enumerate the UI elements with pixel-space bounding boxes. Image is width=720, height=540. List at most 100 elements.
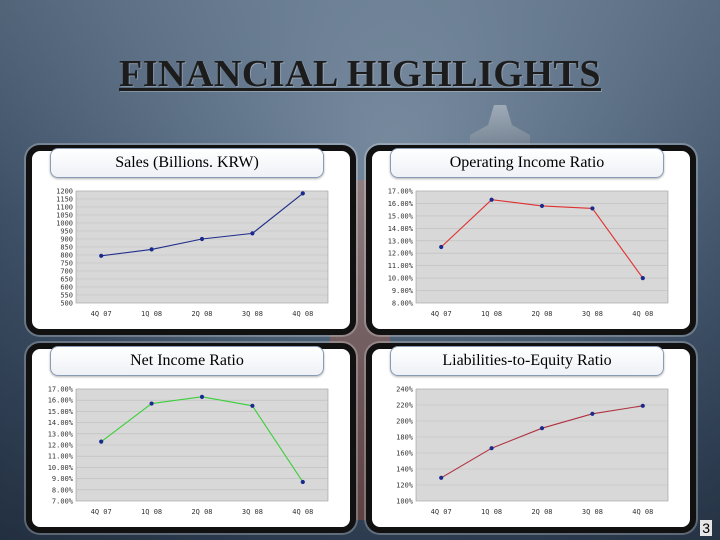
y-tick-label: 1000: [56, 220, 73, 228]
y-tick-label: 15.00%: [388, 212, 414, 220]
data-point: [199, 236, 205, 242]
y-tick-label: 1100: [56, 204, 73, 212]
x-tick-label: 3Q 08: [242, 310, 263, 318]
y-tick-label: 17.00%: [48, 386, 74, 394]
y-tick-label: 750: [60, 260, 73, 268]
y-tick-label: 8.00%: [52, 486, 74, 494]
data-point: [149, 401, 154, 406]
y-tick-label: 13.00%: [388, 237, 414, 245]
y-tick-label: 14.00%: [388, 225, 414, 233]
chart-panel-liabilities-equity: Liabilities-to-Equity Ratio 240% 220% 200%…: [366, 343, 696, 533]
chart-panel-operating-income: Operating Income Ratio 17.00% 16.00% 15.00…: [366, 145, 696, 335]
data-point: [439, 475, 444, 480]
y-tick-label: 10.00%: [48, 464, 74, 472]
data-point: [590, 206, 595, 211]
x-tick-label: 1Q 08: [481, 310, 502, 318]
y-tick-label: 650: [60, 276, 73, 284]
x-tick-label: 4Q 08: [632, 508, 653, 516]
y-tick-label: 14.00%: [48, 419, 74, 427]
y-tick-label: 950: [60, 228, 73, 236]
chart-panel-net-income: Net Income Ratio 17.00% 16.00% 15.00% 14.00…: [26, 343, 356, 533]
x-tick-label: 3Q 08: [582, 310, 603, 318]
y-tick-label: 15.00%: [48, 408, 74, 416]
x-tick-label: 2Q 08: [531, 508, 552, 516]
y-tick-label: 9.00%: [392, 287, 414, 295]
y-tick-label: 7.00%: [52, 498, 74, 506]
chart-title: Liabilities-to-Equity Ratio: [390, 346, 664, 376]
chart-panel-sales: Sales (Billions. KRW) 1200 1150 1100 1050 10…: [26, 145, 356, 335]
y-tick-label: 900: [60, 236, 73, 244]
y-tick-label: 240%: [396, 386, 414, 394]
x-tick-label: 4Q 08: [292, 310, 313, 318]
x-tick-label: 3Q 08: [242, 508, 263, 516]
y-tick-label: 10.00%: [388, 275, 414, 283]
y-tick-label: 1050: [56, 212, 73, 220]
plot-area: [415, 388, 669, 502]
page-title: FINANCIAL HIGHLIGHTS: [119, 53, 601, 95]
x-tick-label: 4Q 07: [431, 508, 452, 516]
data-point: [300, 191, 305, 196]
y-tick-label: 1200: [56, 188, 73, 196]
y-tick-label: 500: [60, 300, 73, 308]
chart-title: Operating Income Ratio: [390, 148, 664, 178]
y-tick-label: 600: [60, 284, 73, 292]
data-point: [99, 253, 104, 258]
data-point: [99, 439, 104, 444]
y-tick-label: 16.00%: [48, 397, 74, 405]
data-point: [640, 276, 645, 281]
data-point: [489, 446, 494, 451]
y-tick-label: 700: [60, 268, 73, 276]
x-tick-label: 2Q 08: [531, 310, 552, 318]
y-tick-label: 160%: [396, 450, 414, 458]
data-point: [489, 197, 494, 202]
plot-area: [415, 190, 669, 304]
y-tick-label: 200%: [396, 418, 414, 426]
y-tick-label: 550: [60, 292, 73, 300]
liabilities-to-equity-chart: 240% 220% 200% 180% 160% 140% 120% 100% 4Q 07 1Q …: [396, 386, 669, 516]
x-tick-label: 3Q 08: [582, 508, 603, 516]
y-tick-label: 140%: [396, 466, 414, 474]
data-point: [199, 394, 205, 399]
chart-title: Sales (Billions. KRW): [50, 148, 324, 178]
y-tick-label: 800: [60, 252, 73, 260]
y-tick-label: 120%: [396, 482, 414, 490]
y-tick-label: 11.00%: [388, 262, 414, 270]
x-tick-label: 1Q 08: [481, 508, 502, 516]
x-tick-label: 4Q 08: [292, 508, 313, 516]
y-tick-label: 100%: [396, 498, 414, 506]
y-tick-label: 9.00%: [52, 475, 74, 483]
y-tick-label: 16.00%: [388, 200, 414, 208]
y-tick-label: 13.00%: [48, 430, 74, 438]
y-tick-label: 1150: [56, 196, 73, 204]
x-tick-label: 2Q 08: [191, 310, 212, 318]
data-point: [149, 247, 154, 252]
operating-income-chart: 17.00% 16.00% 15.00% 14.00% 13.00% 12.00% 11.0…: [388, 188, 669, 318]
net-income-chart: 17.00% 16.00% 15.00% 14.00% 13.00% 12.00% 11.0…: [48, 386, 329, 516]
sales-chart: 1200115011001050100095090085080075070065…: [56, 188, 329, 318]
y-tick-label: 8.00%: [392, 300, 414, 308]
x-tick-label: 4Q 07: [91, 310, 112, 318]
y-tick-label: 220%: [396, 402, 414, 410]
data-point: [640, 403, 645, 408]
x-tick-label: 4Q 07: [91, 508, 112, 516]
data-point: [539, 203, 545, 209]
y-tick-label: 12.00%: [388, 250, 414, 258]
y-tick-label: 11.00%: [48, 453, 74, 461]
x-tick-label: 4Q 08: [632, 310, 653, 318]
data-point: [539, 426, 545, 431]
x-tick-label: 1Q 08: [141, 508, 162, 516]
page-number: 3: [700, 520, 712, 536]
data-point: [250, 403, 255, 408]
data-point: [439, 244, 444, 250]
x-tick-label: 4Q 07: [431, 310, 452, 318]
y-tick-label: 17.00%: [388, 188, 414, 196]
y-tick-label: 850: [60, 244, 73, 252]
chart-title: Net Income Ratio: [50, 346, 324, 376]
y-tick-label: 12.00%: [48, 442, 74, 450]
data-point: [250, 231, 255, 236]
y-tick-label: 180%: [396, 434, 414, 442]
data-point: [590, 411, 595, 416]
x-tick-label: 1Q 08: [141, 310, 162, 318]
data-point: [300, 479, 305, 485]
x-tick-label: 2Q 08: [191, 508, 212, 516]
